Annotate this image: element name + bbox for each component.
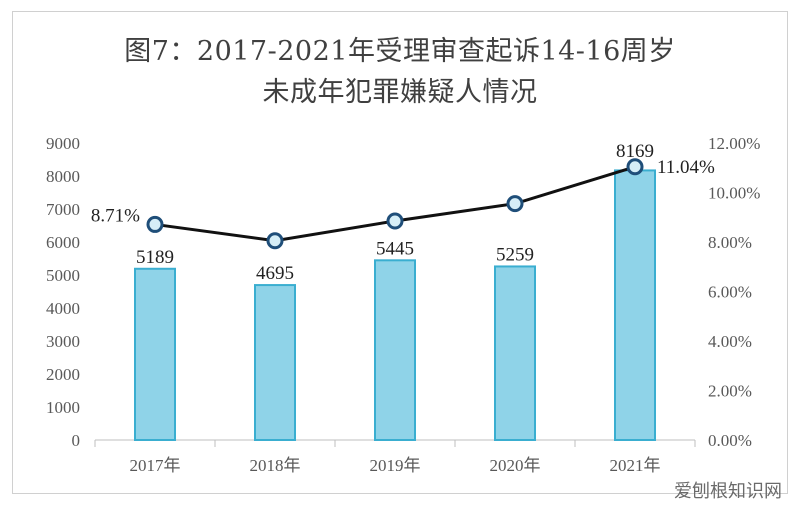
bar-value-label: 4695 [256, 263, 294, 284]
right-tick-label: 6.00% [708, 283, 752, 302]
left-tick-label: 4000 [46, 299, 80, 318]
right-tick-label: 10.00% [708, 184, 760, 203]
bar-value-label: 5259 [496, 244, 534, 265]
bar [134, 267, 176, 441]
line-marker [626, 158, 644, 176]
bar-value-label: 5445 [376, 238, 414, 259]
line-marker [506, 195, 524, 213]
line-series: 8.71% 11.04% [91, 157, 715, 250]
line-path [154, 165, 636, 243]
bar [254, 284, 296, 441]
bar [374, 259, 416, 441]
x-tick-label: 2017年 [130, 456, 181, 475]
left-tick-label: 1000 [46, 398, 80, 417]
left-tick-label: 7000 [46, 200, 80, 219]
x-tick-label: 2019年 [370, 456, 421, 475]
x-tick-label: 2018年 [250, 456, 301, 475]
bar [614, 169, 656, 441]
line-marker [386, 212, 404, 230]
chart-title-line1: 图7：2017-2021年受理审查起诉14-16周岁 [124, 36, 676, 67]
line-marker [266, 232, 284, 250]
line-marker [146, 215, 164, 233]
left-tick-label: 3000 [46, 332, 80, 351]
x-tick-label: 2020年 [490, 456, 541, 475]
left-tick-label: 5000 [46, 266, 80, 285]
left-tick-label: 6000 [46, 233, 80, 252]
left-tick-label: 8000 [46, 167, 80, 186]
bar-value-label: 5189 [136, 247, 174, 268]
right-tick-label: 2.00% [708, 382, 752, 401]
left-tick-label: 9000 [46, 134, 80, 153]
line-value-label: 8.71% [91, 205, 140, 226]
x-tick-label: 2021年 [610, 456, 661, 475]
watermark: 爱刨根知识网 [674, 481, 782, 502]
line-value-label: 11.04% [657, 157, 715, 178]
chart-title-line2: 未成年犯罪嫌疑人情况 [262, 77, 538, 108]
x-axis: 2017年 2018年 2019年 2020年 2021年 [94, 439, 696, 475]
bar [494, 265, 536, 441]
bar-value-label: 8169 [616, 141, 654, 162]
left-axis: 0 1000 2000 3000 4000 5000 6000 7000 8000 9000 [46, 134, 80, 450]
right-tick-label: 8.00% [708, 233, 752, 252]
bar-series: 5189 4695 5445 5259 8169 [134, 141, 656, 441]
right-tick-label: 0.00% [708, 431, 752, 450]
right-axis: 0.00% 2.00% 4.00% 6.00% 8.00% 10.00% 12.00% [708, 134, 760, 450]
right-tick-label: 4.00% [708, 332, 752, 351]
right-tick-label: 12.00% [708, 134, 760, 153]
left-tick-label: 0 [72, 431, 81, 450]
left-tick-label: 2000 [46, 365, 80, 384]
